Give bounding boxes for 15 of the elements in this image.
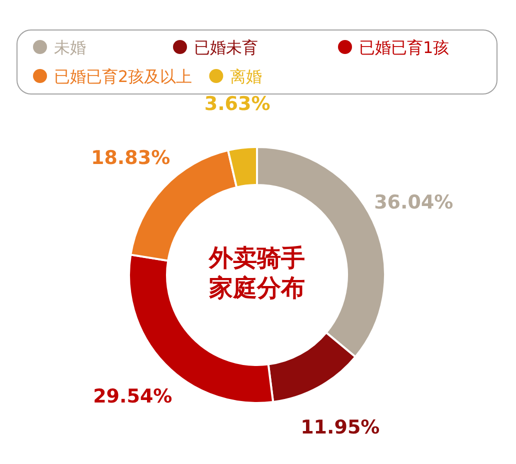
text: 外卖骑手家庭分布: [208, 243, 306, 303]
legend-label: 未婚: [54, 38, 86, 57]
data-label: 3.63%: [204, 93, 270, 116]
legend-label: 已婚未育: [194, 38, 258, 57]
data-label: 29.54%: [93, 385, 172, 408]
legend-item: 未婚: [33, 38, 86, 57]
legend-item: 已婚已育2孩及以上: [33, 67, 192, 86]
data-label: 11.95%: [300, 416, 380, 439]
legend-item: 已婚未育: [173, 38, 258, 57]
legend-item: 离婚: [209, 67, 262, 86]
legend-label: 离婚: [230, 67, 262, 86]
legend-item: 已婚已育1孩: [338, 38, 450, 57]
data-label: 36.04%: [374, 192, 454, 214]
data-label: 18.83%: [90, 146, 170, 169]
legend-label: 已婚已育1孩: [359, 38, 450, 57]
